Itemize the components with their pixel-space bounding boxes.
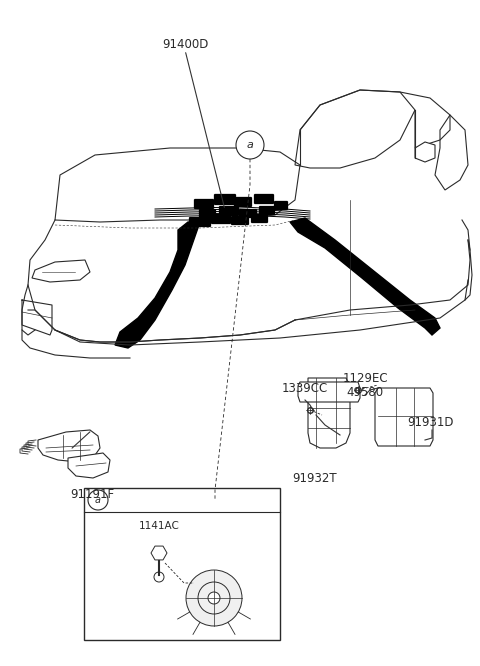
FancyBboxPatch shape <box>239 209 257 218</box>
Text: 1339CC: 1339CC <box>282 382 328 394</box>
FancyBboxPatch shape <box>231 216 249 225</box>
FancyBboxPatch shape <box>234 197 252 207</box>
Circle shape <box>154 572 164 582</box>
FancyBboxPatch shape <box>214 194 236 205</box>
Polygon shape <box>115 222 200 348</box>
Polygon shape <box>308 378 350 448</box>
FancyBboxPatch shape <box>251 214 268 223</box>
FancyBboxPatch shape <box>211 214 231 224</box>
Polygon shape <box>298 382 360 402</box>
Polygon shape <box>38 430 100 462</box>
FancyBboxPatch shape <box>274 201 288 210</box>
Text: 1141AC: 1141AC <box>139 521 180 531</box>
FancyBboxPatch shape <box>254 194 274 204</box>
Text: 49580: 49580 <box>347 386 384 398</box>
Circle shape <box>186 570 242 626</box>
Text: 91400D: 91400D <box>162 39 208 51</box>
FancyBboxPatch shape <box>199 209 216 218</box>
FancyBboxPatch shape <box>259 206 275 215</box>
Circle shape <box>88 490 108 510</box>
FancyBboxPatch shape <box>219 206 239 216</box>
Text: a: a <box>95 495 101 505</box>
Polygon shape <box>68 453 110 478</box>
FancyBboxPatch shape <box>84 488 280 640</box>
Text: 1129EC: 1129EC <box>342 372 388 384</box>
Text: 91191F: 91191F <box>70 488 114 501</box>
Circle shape <box>208 592 220 604</box>
Text: 91931D: 91931D <box>407 416 453 428</box>
Text: a: a <box>247 140 253 150</box>
Polygon shape <box>290 218 440 335</box>
FancyBboxPatch shape <box>194 199 214 209</box>
FancyBboxPatch shape <box>189 217 211 227</box>
Polygon shape <box>375 388 433 446</box>
Circle shape <box>236 131 264 159</box>
Text: 91932T: 91932T <box>293 472 337 484</box>
Polygon shape <box>415 142 435 162</box>
